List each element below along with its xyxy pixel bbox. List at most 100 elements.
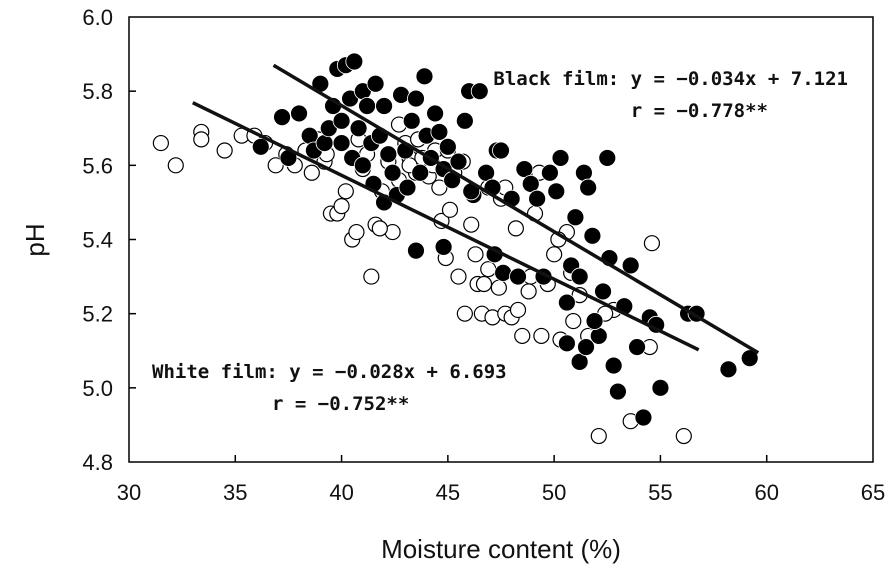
black-film-point [332,134,351,152]
black-film-point [528,189,547,208]
black-film-point [358,97,376,115]
black-film-point [470,82,489,101]
black-film-point [509,267,527,286]
black-film-point [349,119,368,138]
white-film-point [509,301,527,319]
white-film-regression-line [192,101,700,352]
black-film-point [634,408,653,427]
black-film-point [438,137,457,156]
y-tick-label: 5.4 [82,228,113,253]
x-tick-label: 35 [223,480,247,505]
y-tick-label: 5.0 [82,376,113,401]
black-film-point [575,163,593,182]
white-film-equation: White film: y = −0.028x + 6.693 [152,361,507,383]
black-film-point [407,241,425,260]
white-film-point [167,157,184,174]
white-film-point [348,223,365,241]
black-film-point [594,282,612,301]
black-film-point [621,256,640,275]
black-film-point [379,145,398,164]
black-film-point [426,104,445,123]
black-film-point [577,338,595,356]
black-film-equation: Black film: y = −0.034x + 7.121 [493,68,848,90]
x-tick-label: 30 [117,480,141,505]
x-tick-label: 50 [542,480,566,505]
white-film-point [475,275,493,293]
plot-area-frame [128,16,874,463]
x-axis-label: Moisture content (%) [381,534,621,564]
black-film-point [434,238,453,256]
x-tick-label: 45 [436,480,460,505]
white-film-point [463,216,480,233]
white-film-point [371,220,388,237]
regression-lines [192,63,760,355]
black-film-series [251,52,759,427]
white-film-point [565,312,582,330]
y-tick-label: 6.0 [82,5,113,30]
white-film-point [467,246,484,263]
y-tick-label: 5.2 [82,302,113,327]
white-film-point [431,179,448,196]
white-film-point [450,268,467,285]
black-film-point [515,160,534,178]
black-film-regression-line [272,63,760,355]
black-film-point [477,163,496,182]
black-film-point [609,382,627,401]
white-film-point [441,201,459,218]
x-tick-label: 55 [648,480,672,505]
white-film-point [456,305,473,322]
black-film-point [411,163,430,182]
black-film-point [290,104,308,123]
white-film-point [507,220,524,237]
white-film-point [490,279,507,296]
black-film-point [430,123,449,141]
x-tick-label: 60 [754,480,778,505]
white-film-point [216,142,233,159]
x-tick-label: 65 [861,480,885,505]
black-film-point [540,163,559,182]
white-film-point [590,427,607,445]
y-tick-label: 4.8 [82,450,113,475]
y-axis-label: pH [20,223,50,256]
black-film-point [300,126,319,145]
white-film-point [675,427,692,445]
black-film-point [315,134,334,152]
black-film-point [345,52,364,71]
black-film-point [598,149,617,167]
black-film-point [375,97,393,115]
black-film-point [547,182,566,201]
white-film-r-value: r = −0.752** [272,393,409,415]
black-film-point [332,111,351,130]
black-film-point [628,338,646,356]
black-film-point [492,141,510,160]
white-film-point [546,246,563,263]
y-axis-ticks: 4.8 5.0 5.2 5.4 5.6 5.8 6.0 [82,5,136,475]
black-film-point [415,67,434,86]
black-film-point [398,178,417,197]
black-film-point [719,360,738,379]
black-film-point [585,312,604,330]
black-film-point [392,85,410,104]
black-film-point [353,156,372,175]
black-film-point [551,149,570,167]
white-film-point [533,327,550,345]
black-film-point [583,226,602,245]
white-film-point [363,268,380,285]
y-tick-label: 5.8 [82,79,113,104]
x-tick-label: 40 [329,480,353,505]
black-film-point [579,178,598,197]
black-film-point [402,111,421,130]
black-film-point [651,378,670,397]
black-film-point [455,111,474,130]
white-film-point [333,198,350,215]
black-film-point [494,263,513,282]
black-film-point [251,137,270,156]
x-axis-ticks: 30 35 40 45 50 55 60 65 [117,455,885,505]
black-film-point [570,352,589,371]
white-film-point [520,283,537,300]
black-film-point [383,163,402,182]
white-film-point [152,134,169,152]
black-film-point [273,108,291,127]
black-film-point [449,152,468,171]
black-film-point [566,208,585,227]
